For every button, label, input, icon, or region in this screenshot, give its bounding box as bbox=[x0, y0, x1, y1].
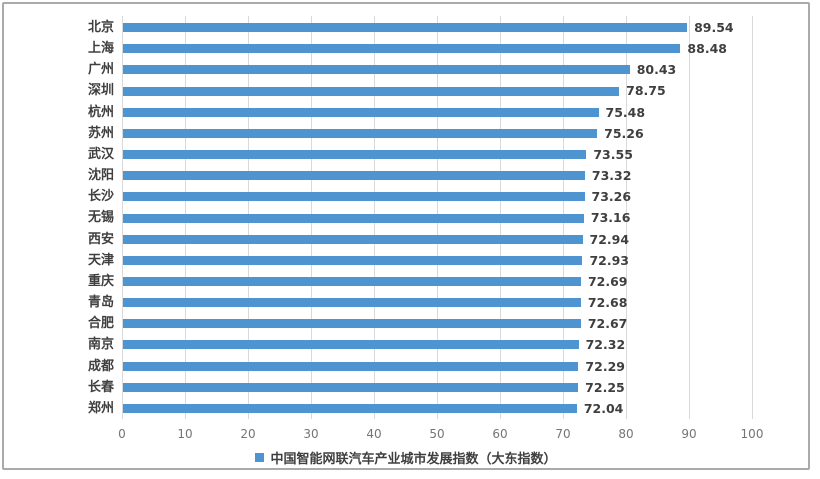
bar bbox=[123, 340, 579, 350]
legend-label: 中国智能网联汽车产业城市发展指数（大东指数） bbox=[270, 452, 557, 467]
bar bbox=[123, 44, 681, 54]
bar bbox=[123, 213, 584, 223]
x-tick-label: 70 bbox=[555, 427, 571, 441]
value-label: 72.94 bbox=[589, 231, 630, 247]
gridline bbox=[752, 16, 753, 419]
gridline bbox=[689, 16, 690, 419]
value-label: 73.32 bbox=[591, 168, 632, 184]
category-label: 广州 bbox=[87, 62, 114, 78]
value-label: 72.69 bbox=[587, 273, 628, 289]
category-label: 西安 bbox=[87, 231, 114, 247]
value-label: 89.54 bbox=[694, 20, 734, 35]
category-label: 沈阳 bbox=[87, 168, 114, 184]
x-tick-label: 90 bbox=[681, 427, 697, 441]
bar bbox=[123, 150, 587, 160]
category-label: 南京 bbox=[87, 337, 114, 353]
category-label: 青岛 bbox=[87, 295, 114, 311]
category-label: 郑州 bbox=[87, 400, 114, 416]
x-tick-label: 50 bbox=[429, 427, 445, 441]
category-label: 苏州 bbox=[87, 125, 114, 141]
category-label: 重庆 bbox=[87, 273, 114, 289]
bar bbox=[123, 65, 630, 75]
bar bbox=[123, 403, 577, 413]
value-label: 80.43 bbox=[636, 62, 677, 78]
value-label: 72.93 bbox=[589, 252, 629, 268]
category-label: 武汉 bbox=[87, 146, 114, 162]
gridline bbox=[122, 16, 123, 419]
bar bbox=[123, 382, 579, 392]
bar bbox=[123, 361, 579, 371]
value-label: 72.32 bbox=[585, 337, 626, 353]
bar bbox=[123, 255, 583, 265]
category-label: 长春 bbox=[87, 379, 114, 395]
x-tick-label: 60 bbox=[492, 427, 508, 441]
bar bbox=[123, 128, 598, 138]
bar bbox=[123, 23, 688, 33]
x-tick-label: 20 bbox=[240, 427, 256, 441]
value-label: 73.26 bbox=[591, 189, 632, 205]
category-label: 合肥 bbox=[87, 316, 114, 332]
category-label: 无锡 bbox=[87, 210, 114, 226]
category-label: 长沙 bbox=[87, 189, 114, 205]
x-tick-label: 10 bbox=[177, 427, 193, 441]
x-tick-label: 0 bbox=[118, 427, 126, 441]
value-label: 75.26 bbox=[604, 125, 644, 141]
value-label: 73.55 bbox=[593, 146, 633, 162]
value-label: 72.67 bbox=[587, 316, 628, 332]
category-label: 成都 bbox=[87, 358, 114, 374]
bar bbox=[123, 234, 583, 244]
value-label: 72.04 bbox=[583, 400, 624, 416]
bar bbox=[123, 298, 581, 308]
value-label: 88.48 bbox=[687, 41, 727, 57]
bar bbox=[123, 277, 581, 286]
value-label: 72.29 bbox=[585, 358, 625, 374]
category-label: 深圳 bbox=[87, 83, 114, 99]
x-tick-label: 80 bbox=[618, 427, 634, 441]
category-label: 杭州 bbox=[87, 104, 114, 120]
bar bbox=[123, 319, 581, 329]
value-label: 73.16 bbox=[590, 210, 631, 226]
bar bbox=[123, 171, 585, 181]
bar bbox=[123, 107, 599, 117]
legend-swatch-icon bbox=[255, 453, 265, 462]
category-label: 北京 bbox=[87, 20, 114, 35]
bar bbox=[123, 86, 620, 96]
category-label: 天津 bbox=[87, 252, 114, 268]
legend: 中国智能网联汽车产业城市发展指数（大东指数） bbox=[2, 448, 810, 467]
x-tick-label: 40 bbox=[366, 427, 382, 441]
category-label: 上海 bbox=[87, 41, 114, 57]
bar bbox=[123, 192, 585, 202]
value-label: 72.25 bbox=[585, 379, 625, 395]
x-tick-label: 30 bbox=[303, 427, 319, 441]
value-label: 78.75 bbox=[626, 83, 666, 99]
value-label: 75.48 bbox=[605, 104, 646, 120]
gridline bbox=[626, 16, 627, 419]
value-label: 72.68 bbox=[587, 295, 628, 311]
x-tick-label: 100 bbox=[740, 427, 764, 441]
